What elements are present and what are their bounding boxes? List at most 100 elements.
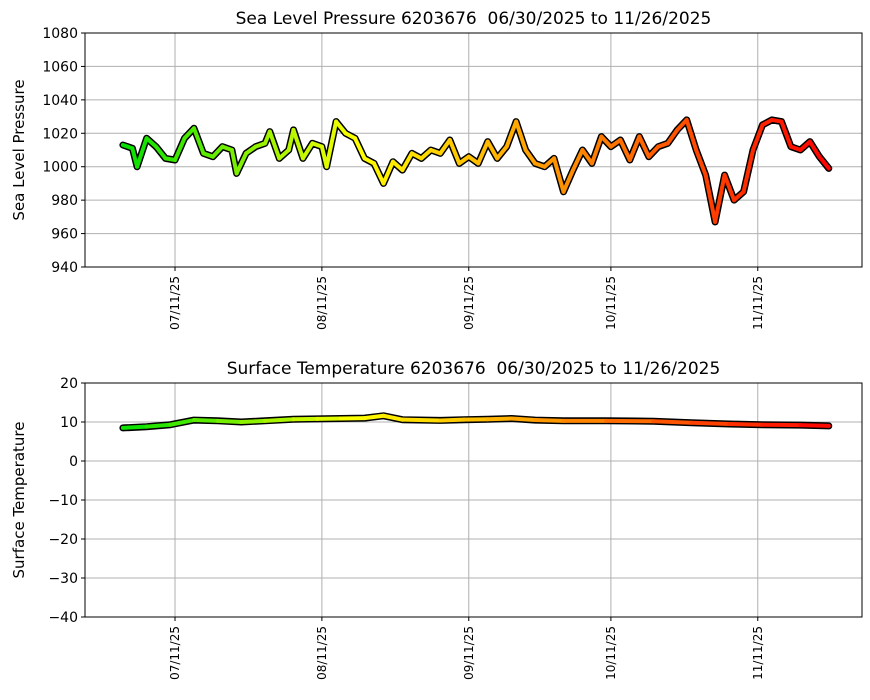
y-tick-label: 1040 xyxy=(42,93,78,109)
x-tick-label: 09/11/25 xyxy=(462,626,476,680)
line-segment xyxy=(727,421,765,427)
line-segment xyxy=(533,418,566,423)
y-tick-label: 0 xyxy=(69,454,78,470)
line-segment xyxy=(689,420,732,426)
y-tick-label: −30 xyxy=(48,571,78,587)
y-axis-label: Sea Level Pressure xyxy=(10,79,28,220)
line-segment xyxy=(665,127,680,146)
line-segment xyxy=(144,422,173,429)
y-tick-label: 980 xyxy=(51,193,78,209)
x-tick-label: 10/11/25 xyxy=(604,626,618,680)
line-segment xyxy=(798,423,831,428)
line-segment xyxy=(120,424,149,430)
line-segment xyxy=(684,117,699,152)
y-tick-label: −40 xyxy=(48,610,78,626)
line-segment xyxy=(589,134,604,166)
x-tick-label: 07/11/25 xyxy=(168,626,182,680)
y-tick-label: 10 xyxy=(60,415,78,431)
line-segment xyxy=(732,189,746,203)
line-segment xyxy=(694,148,708,178)
line-segment xyxy=(144,136,159,149)
line-segment xyxy=(495,144,509,161)
plot-frame xyxy=(84,32,863,268)
subplot: Surface Temperature 6203676 06/30/2025 t… xyxy=(10,359,863,680)
y-tick-label: 960 xyxy=(51,227,78,243)
chart-title: Surface Temperature 6203676 06/30/2025 t… xyxy=(227,359,721,379)
line-segment xyxy=(234,151,249,176)
x-tick-label: 09/11/25 xyxy=(462,276,476,330)
chart-title: Sea Level Pressure 6203676 06/30/2025 to… xyxy=(236,9,712,29)
line-segment xyxy=(561,168,575,194)
line-segment xyxy=(476,139,490,166)
line-segment xyxy=(485,416,514,422)
y-tick-label: 1020 xyxy=(42,126,78,142)
line-segment xyxy=(438,417,467,423)
line-segment xyxy=(267,129,282,161)
line-outline xyxy=(119,116,833,226)
x-tick-label: 08/11/25 xyxy=(315,626,329,680)
line-segment xyxy=(570,148,585,173)
line-segment xyxy=(651,419,694,425)
y-tick-label: −20 xyxy=(48,532,78,548)
line-segment xyxy=(135,136,149,169)
line-segment xyxy=(277,148,291,161)
line-segment xyxy=(191,126,206,156)
y-tick-label: 20 xyxy=(60,376,78,392)
line-segment xyxy=(741,148,756,194)
line-segment xyxy=(523,148,538,166)
line-segment xyxy=(229,148,239,176)
line-segment xyxy=(509,416,538,423)
line-segment xyxy=(627,134,642,163)
y-axis-label: Surface Temperature xyxy=(10,422,28,579)
line-segment xyxy=(751,122,765,152)
y-tick-label: 1060 xyxy=(42,59,78,75)
line-segment xyxy=(173,136,187,163)
line-segment xyxy=(798,139,812,152)
line-segment xyxy=(239,418,268,424)
line-segment xyxy=(514,119,528,152)
line-segment xyxy=(362,413,386,421)
line-segment xyxy=(334,119,348,136)
line-segment xyxy=(779,119,793,149)
line-segment xyxy=(182,126,196,141)
line-segment xyxy=(646,144,661,159)
y-tick-label: 1080 xyxy=(42,26,78,42)
line-segment xyxy=(618,137,632,163)
line-segment xyxy=(390,159,405,173)
y-tick-label: 940 xyxy=(51,260,78,276)
line-segment xyxy=(580,148,594,166)
x-tick-label: 11/11/25 xyxy=(751,626,765,680)
line-segment xyxy=(168,418,196,427)
line-segment xyxy=(263,417,296,423)
line-segment xyxy=(807,139,822,159)
line-segment xyxy=(637,134,651,159)
x-tick-label: 07/11/25 xyxy=(168,276,182,330)
line-segment xyxy=(291,127,305,161)
y-tick-label: −10 xyxy=(48,493,78,509)
line-segment xyxy=(381,413,405,422)
y-tick-label: 1000 xyxy=(42,160,78,176)
line-segment xyxy=(552,156,566,194)
line-segment xyxy=(438,137,452,156)
line-segment xyxy=(817,154,831,171)
line-segment xyxy=(722,173,737,203)
line-segment xyxy=(381,159,395,186)
line-segment xyxy=(400,151,414,173)
line-segment xyxy=(713,173,727,224)
line-segment xyxy=(210,144,225,159)
x-tick-label: 10/11/25 xyxy=(604,276,618,330)
plot-frame xyxy=(84,382,863,618)
line-segment xyxy=(154,144,168,161)
line-segment xyxy=(419,148,433,161)
line-segment xyxy=(215,418,244,424)
line-segment xyxy=(191,418,220,423)
x-tick-label: 08/11/25 xyxy=(315,276,329,330)
line-segment xyxy=(599,134,613,149)
line-segment xyxy=(485,139,500,161)
line-segment xyxy=(675,117,689,132)
line-segment xyxy=(400,417,443,423)
subplot: Sea Level Pressure 6203676 06/30/2025 to… xyxy=(10,9,863,330)
line-segment xyxy=(324,119,339,169)
line-segment xyxy=(703,173,718,224)
